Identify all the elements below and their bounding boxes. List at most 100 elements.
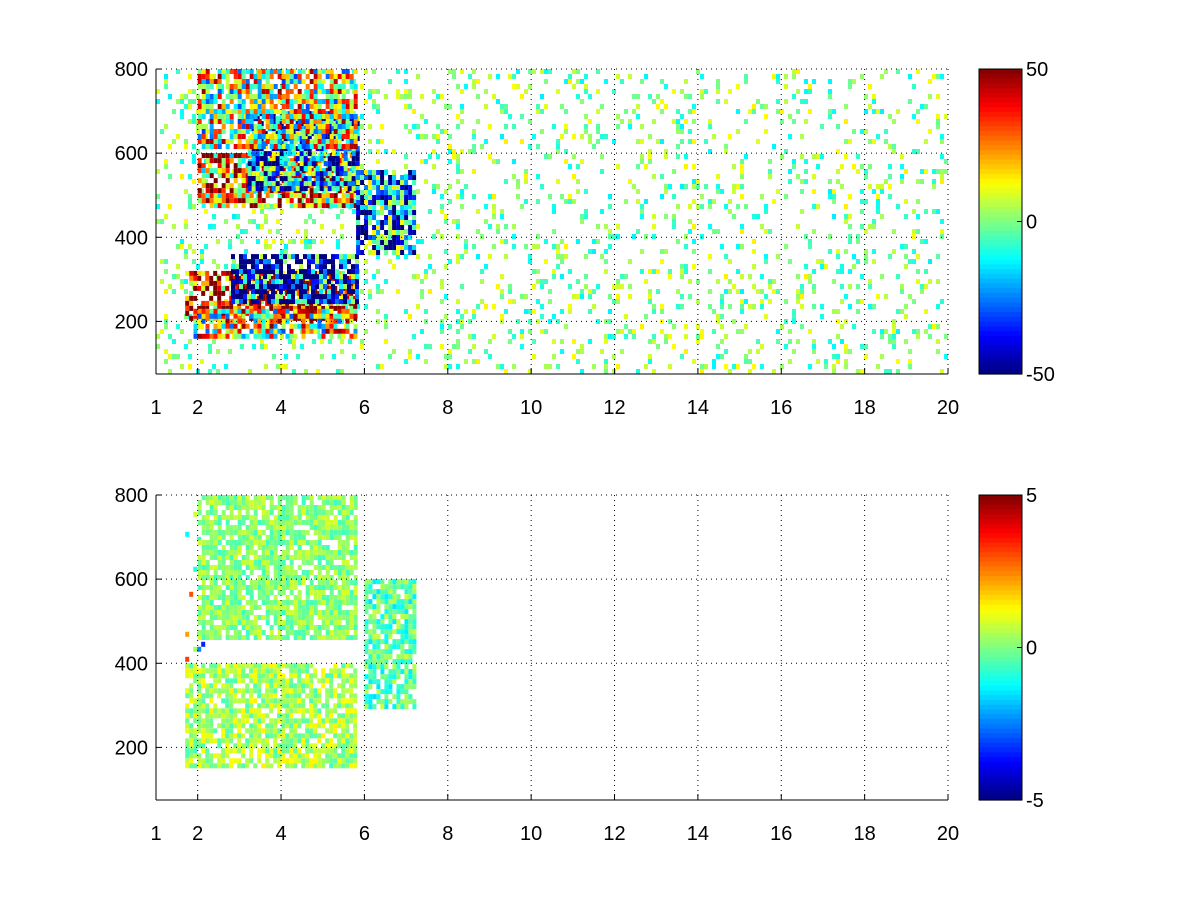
heatmap-cell — [300, 166, 304, 171]
heatmap-cell — [308, 181, 312, 186]
heatmap-cell — [456, 194, 460, 199]
heatmap-cell — [317, 753, 321, 758]
heatmap-cell — [206, 550, 210, 555]
heatmap-cell — [248, 176, 252, 181]
heatmap-cell — [281, 678, 285, 683]
heatmap-cell — [221, 301, 225, 306]
heatmap-cell — [222, 104, 226, 109]
heatmap-cell — [584, 209, 588, 214]
heatmap-cell — [305, 758, 309, 763]
colorbar-segment — [979, 145, 1022, 150]
heatmap-cell — [185, 693, 189, 698]
heatmap-cell — [198, 610, 202, 615]
heatmap-cell — [936, 209, 940, 214]
heatmap-cell — [255, 284, 259, 289]
heatmap-cell — [180, 329, 184, 334]
y-tick-label: 800 — [115, 59, 148, 81]
heatmap-cell — [349, 683, 353, 688]
heatmap-cell — [205, 688, 209, 693]
heatmap-cell — [564, 199, 568, 204]
heatmap-cell — [408, 245, 412, 250]
heatmap-cell — [350, 109, 354, 114]
heatmap-cell — [808, 329, 812, 334]
heatmap-cell — [229, 668, 233, 673]
heatmap-cell — [327, 299, 331, 304]
heatmap-cell — [290, 119, 294, 124]
heatmap-cell — [234, 173, 238, 178]
heatmap-cell — [576, 189, 580, 194]
heatmap-cell — [412, 205, 416, 210]
heatmap-cell — [876, 134, 880, 139]
heatmap-cell — [291, 254, 295, 259]
heatmap-cell — [760, 304, 764, 309]
heatmap-cell — [213, 738, 217, 743]
heatmap-cell — [189, 668, 193, 673]
heatmap-cell — [321, 723, 325, 728]
heatmap-cell — [688, 204, 692, 209]
heatmap-cell — [245, 743, 249, 748]
heatmap-cell — [304, 161, 308, 166]
heatmap-cell — [193, 668, 197, 673]
heatmap-cell — [432, 164, 436, 169]
heatmap-cell — [336, 166, 340, 171]
heatmap-cell — [345, 663, 349, 668]
heatmap-cell — [556, 139, 560, 144]
heatmap-cell — [226, 109, 230, 114]
heatmap-cell — [343, 274, 347, 279]
heatmap-cell — [189, 708, 193, 713]
heatmap-cell — [740, 309, 744, 314]
heatmap-cell — [235, 269, 239, 274]
heatmap-cell — [780, 119, 784, 124]
heatmap-cell — [640, 154, 644, 159]
heatmap-cell — [251, 289, 255, 294]
heatmap-cell — [225, 678, 229, 683]
heatmap-cell — [346, 89, 350, 94]
heatmap-cell — [226, 79, 230, 84]
heatmap-cell — [380, 200, 384, 205]
heatmap-cell — [250, 114, 254, 119]
heatmap-cell — [198, 158, 202, 163]
heatmap-cell — [684, 94, 688, 99]
heatmap-cell — [548, 299, 552, 304]
heatmap-cell — [298, 193, 302, 198]
heatmap-cell — [860, 189, 864, 194]
heatmap-cell — [664, 214, 668, 219]
heatmap-cell — [269, 678, 273, 683]
heatmap-cell — [900, 179, 904, 184]
heatmap-cell — [328, 181, 332, 186]
heatmap-cell — [350, 99, 354, 104]
heatmap-cell — [299, 284, 303, 289]
heatmap-cell — [556, 254, 560, 259]
heatmap-cell — [198, 109, 202, 114]
heatmap-cell — [342, 99, 346, 104]
heatmap-cell — [293, 698, 297, 703]
heatmap-cell — [225, 673, 229, 678]
heatmap-cell — [317, 688, 321, 693]
heatmap-cell — [676, 124, 680, 129]
heatmap-cell — [298, 94, 302, 99]
heatmap-cell — [245, 673, 249, 678]
colorbar-segment — [979, 164, 1022, 169]
heatmap-cell — [436, 139, 440, 144]
heatmap-cell — [404, 220, 408, 225]
heatmap-cell — [238, 74, 242, 79]
heatmap-cell — [322, 198, 326, 203]
heatmap-cell — [380, 210, 384, 215]
heatmap-cell — [608, 204, 612, 209]
heatmap-cell — [289, 703, 293, 708]
heatmap-cell — [209, 663, 213, 668]
heatmap-cell — [360, 225, 364, 230]
heatmap-cell — [258, 198, 262, 203]
heatmap-cell — [269, 763, 273, 768]
heatmap-cell — [496, 364, 500, 369]
heatmap-cell — [185, 632, 189, 637]
heatmap-cell — [724, 254, 728, 259]
heatmap-cell — [214, 153, 218, 158]
heatmap-cell — [290, 198, 294, 203]
heatmap-cell — [376, 195, 380, 200]
heatmap-cell — [258, 134, 262, 139]
heatmap-cell — [536, 109, 540, 114]
heatmap-cell — [592, 289, 596, 294]
heatmap-cell — [257, 703, 261, 708]
heatmap-cell — [632, 94, 636, 99]
